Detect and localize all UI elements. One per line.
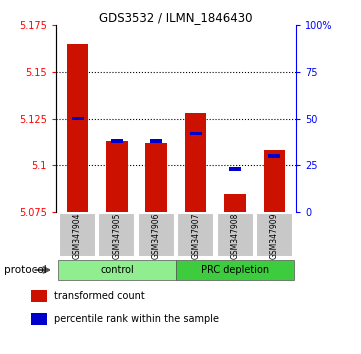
Title: GDS3532 / ILMN_1846430: GDS3532 / ILMN_1846430 xyxy=(99,11,253,24)
Bar xyxy=(31,313,47,325)
Text: GSM347907: GSM347907 xyxy=(191,212,200,259)
Bar xyxy=(99,213,135,257)
Bar xyxy=(111,139,123,143)
Bar xyxy=(67,44,88,212)
Bar xyxy=(190,132,201,136)
Bar xyxy=(177,213,214,257)
Bar xyxy=(256,213,293,257)
Bar xyxy=(59,213,96,257)
Text: GSM347908: GSM347908 xyxy=(231,212,239,259)
Bar xyxy=(264,150,285,212)
Bar xyxy=(31,290,47,302)
Text: GSM347905: GSM347905 xyxy=(113,212,121,259)
Bar xyxy=(151,139,162,143)
Text: protocol: protocol xyxy=(4,265,46,275)
Text: GSM347904: GSM347904 xyxy=(73,212,82,259)
Bar xyxy=(106,141,128,212)
Bar xyxy=(217,213,253,257)
Bar xyxy=(229,167,241,171)
Text: percentile rank within the sample: percentile rank within the sample xyxy=(54,314,219,324)
Text: GSM347906: GSM347906 xyxy=(152,212,161,259)
Bar xyxy=(72,117,83,120)
Text: PRC depletion: PRC depletion xyxy=(201,265,269,275)
Text: GSM347909: GSM347909 xyxy=(270,212,279,259)
Bar xyxy=(176,259,294,280)
Bar xyxy=(145,143,167,212)
Bar xyxy=(269,154,280,158)
Text: transformed count: transformed count xyxy=(54,291,144,301)
Bar xyxy=(138,213,175,257)
Bar xyxy=(58,259,176,280)
Bar xyxy=(185,113,206,212)
Bar xyxy=(224,194,246,212)
Text: control: control xyxy=(100,265,134,275)
